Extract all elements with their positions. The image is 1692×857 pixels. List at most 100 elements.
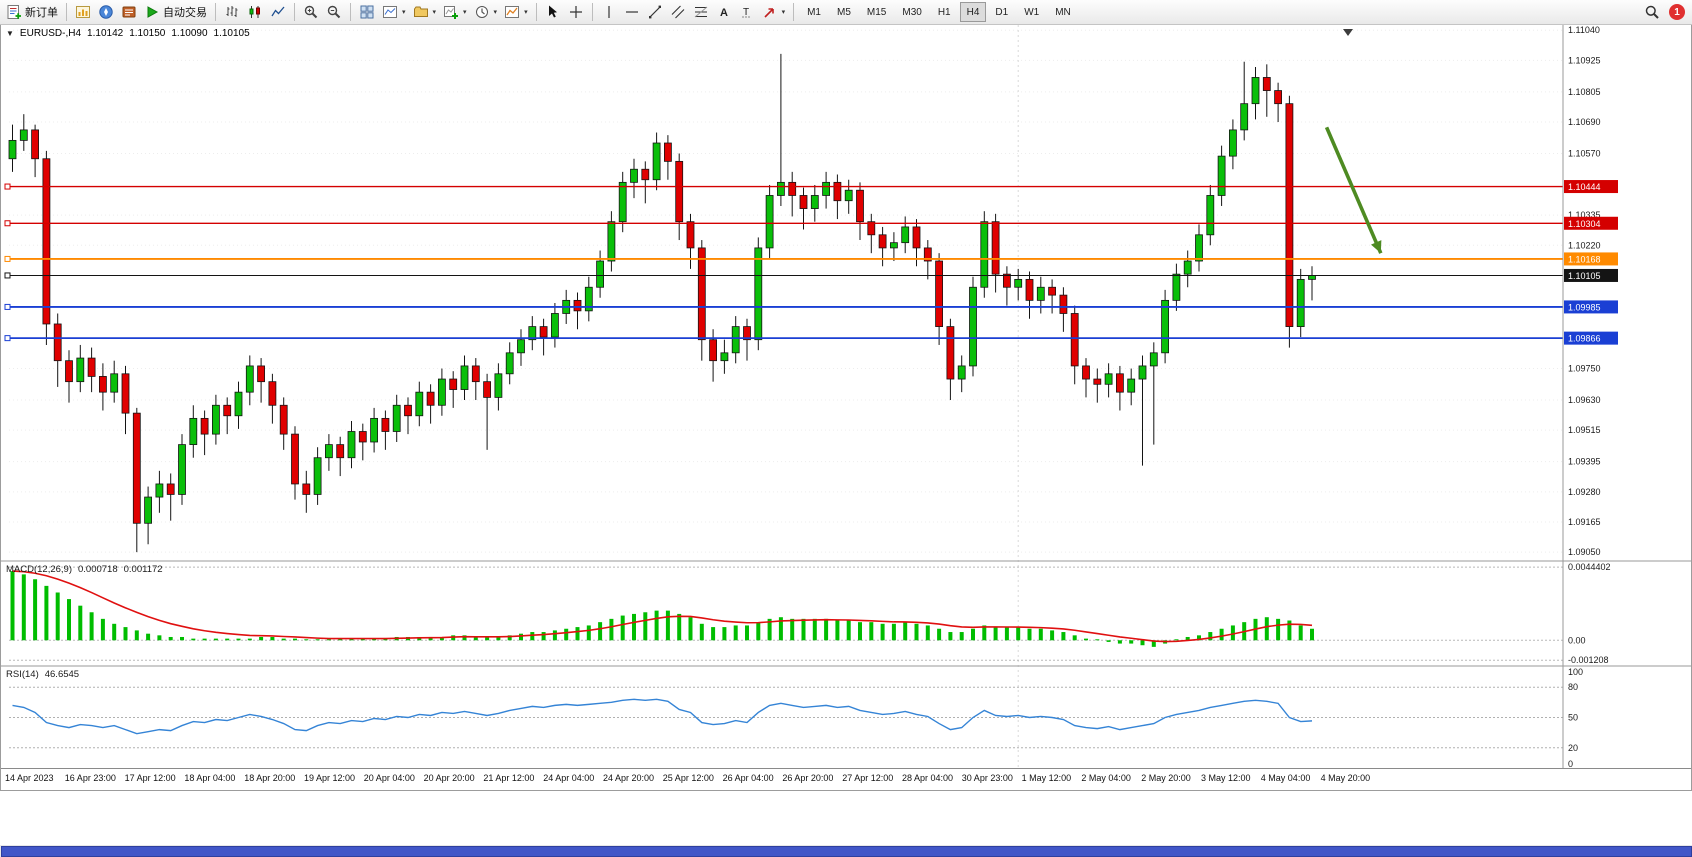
equidistant-channel-icon xyxy=(671,5,684,19)
candle xyxy=(743,326,751,341)
notification-badge[interactable]: 1 xyxy=(1669,4,1685,20)
candle xyxy=(1274,90,1282,105)
candle xyxy=(404,404,412,417)
candle xyxy=(1296,278,1305,327)
toolbar: 新订单 自动交易 xyxy=(0,0,1692,25)
crosshair-icon xyxy=(569,6,582,18)
search-icon xyxy=(1645,5,1659,19)
candle xyxy=(980,221,989,288)
scrollbar-thumb[interactable] xyxy=(1,846,1692,857)
candle xyxy=(200,417,209,435)
tile-windows-button[interactable] xyxy=(356,1,378,23)
vertical-line-icon xyxy=(607,6,610,18)
timeframe-button-w1[interactable]: W1 xyxy=(1017,2,1046,22)
cursor-button[interactable] xyxy=(542,1,564,23)
market-watch-button[interactable] xyxy=(118,1,140,23)
line-chart-button[interactable] xyxy=(267,1,289,23)
collapse-icon[interactable]: ▼ xyxy=(6,29,14,38)
candle xyxy=(878,234,887,249)
price-grid xyxy=(9,25,1563,768)
candle xyxy=(1206,195,1215,236)
time-axis-label: 19 Apr 12:00 xyxy=(304,773,356,783)
candle xyxy=(1183,260,1192,275)
text-button[interactable]: A xyxy=(713,1,735,23)
zoom-out-button[interactable] xyxy=(323,1,345,23)
new-chart-button[interactable]: ▾ xyxy=(379,1,409,23)
navigator-button[interactable] xyxy=(95,1,117,23)
time-axis-label: 2 May 20:00 xyxy=(1141,773,1191,783)
bar-chart-button[interactable] xyxy=(221,1,243,23)
trendline-button[interactable] xyxy=(644,1,666,23)
candle xyxy=(935,260,943,327)
line-handle xyxy=(4,220,11,227)
time-axis-label: 28 Apr 04:00 xyxy=(902,773,954,783)
auto-trading-button[interactable]: 自动交易 xyxy=(141,1,210,23)
price-badge xyxy=(1564,331,1618,345)
arrows-button[interactable]: ▾ xyxy=(759,1,789,23)
periods-button[interactable]: ▾ xyxy=(471,1,501,23)
candle xyxy=(1251,77,1260,105)
candle xyxy=(1229,129,1237,157)
search-button[interactable] xyxy=(1641,1,1663,23)
candlestick-chart-button[interactable] xyxy=(244,1,266,23)
svg-text:1.10168: 1.10168 xyxy=(1568,254,1601,264)
bottom-gap xyxy=(0,791,1692,845)
timeframe-button-m5[interactable]: M5 xyxy=(830,2,858,22)
candle xyxy=(336,444,345,459)
market-watch-icon xyxy=(122,6,136,18)
zoom-in-button[interactable] xyxy=(300,1,322,23)
candle xyxy=(155,483,164,498)
candle xyxy=(1262,77,1271,91)
chart-scrollbar[interactable] xyxy=(0,845,1692,857)
indicators-button[interactable]: ▾ xyxy=(440,1,470,23)
chart-window-button[interactable] xyxy=(72,1,94,23)
candle xyxy=(189,417,198,446)
svg-text:1.09866: 1.09866 xyxy=(1568,334,1601,344)
text-label-button[interactable]: T xyxy=(736,1,758,23)
candle xyxy=(923,247,932,262)
profiles-button[interactable]: ▾ xyxy=(410,1,440,23)
svg-text:1.10335: 1.10335 xyxy=(1568,210,1601,220)
time-axis-label: 18 Apr 20:00 xyxy=(244,773,296,783)
price-badge xyxy=(1564,180,1618,194)
timeframe-button-h4[interactable]: H4 xyxy=(959,2,987,22)
timeframe-button-m15[interactable]: M15 xyxy=(860,2,893,22)
new-order-button[interactable]: 新订单 xyxy=(3,1,61,23)
symbol-period-label: EURUSD-,H4 xyxy=(19,28,82,39)
timeframe-button-m30[interactable]: M30 xyxy=(895,2,928,22)
arrows-icon xyxy=(764,8,774,18)
line-handle xyxy=(4,255,11,262)
candle xyxy=(946,326,955,380)
svg-text:1.09515: 1.09515 xyxy=(1568,425,1601,435)
candle xyxy=(1285,103,1294,327)
horizontal-lines[interactable] xyxy=(4,183,1563,342)
timeframe-button-m1[interactable]: M1 xyxy=(800,2,828,22)
cursor-icon xyxy=(548,5,557,18)
chart-canvas[interactable]: 1.11040 1.10925 1.10805 1.10690 1.10570 1.103… xyxy=(1,25,1691,768)
timeframe-button-h1[interactable]: H1 xyxy=(931,2,958,22)
time-axis-label: 4 May 04:00 xyxy=(1260,773,1311,783)
horizontal-line-button[interactable] xyxy=(621,1,643,23)
fibonacci-button[interactable] xyxy=(690,1,712,23)
svg-text:50: 50 xyxy=(1568,713,1578,723)
crosshair-button[interactable] xyxy=(565,1,587,23)
candle xyxy=(505,352,514,375)
auto-trading-label: 自动交易 xyxy=(163,7,207,19)
candle xyxy=(1195,234,1203,262)
candle xyxy=(969,286,977,367)
templates-button[interactable]: ▾ xyxy=(501,1,531,23)
rsi-label: RSI(14) 46.6545 xyxy=(6,669,79,680)
timeframe-button-d1[interactable]: D1 xyxy=(988,2,1015,22)
timeframe-button-mn[interactable]: MN xyxy=(1048,2,1078,22)
candle xyxy=(1093,378,1102,385)
toolbar-separator xyxy=(294,3,295,21)
candle xyxy=(313,457,322,495)
vertical-line-button[interactable] xyxy=(598,1,620,23)
svg-text:1.10690: 1.10690 xyxy=(1568,117,1601,127)
candle xyxy=(1048,286,1056,296)
new-chart-icon xyxy=(383,6,397,18)
chevron-down-icon: ▾ xyxy=(524,9,528,16)
candle xyxy=(87,357,96,377)
svg-text:T: T xyxy=(743,7,749,18)
equidistant-channel-button[interactable] xyxy=(667,1,689,23)
